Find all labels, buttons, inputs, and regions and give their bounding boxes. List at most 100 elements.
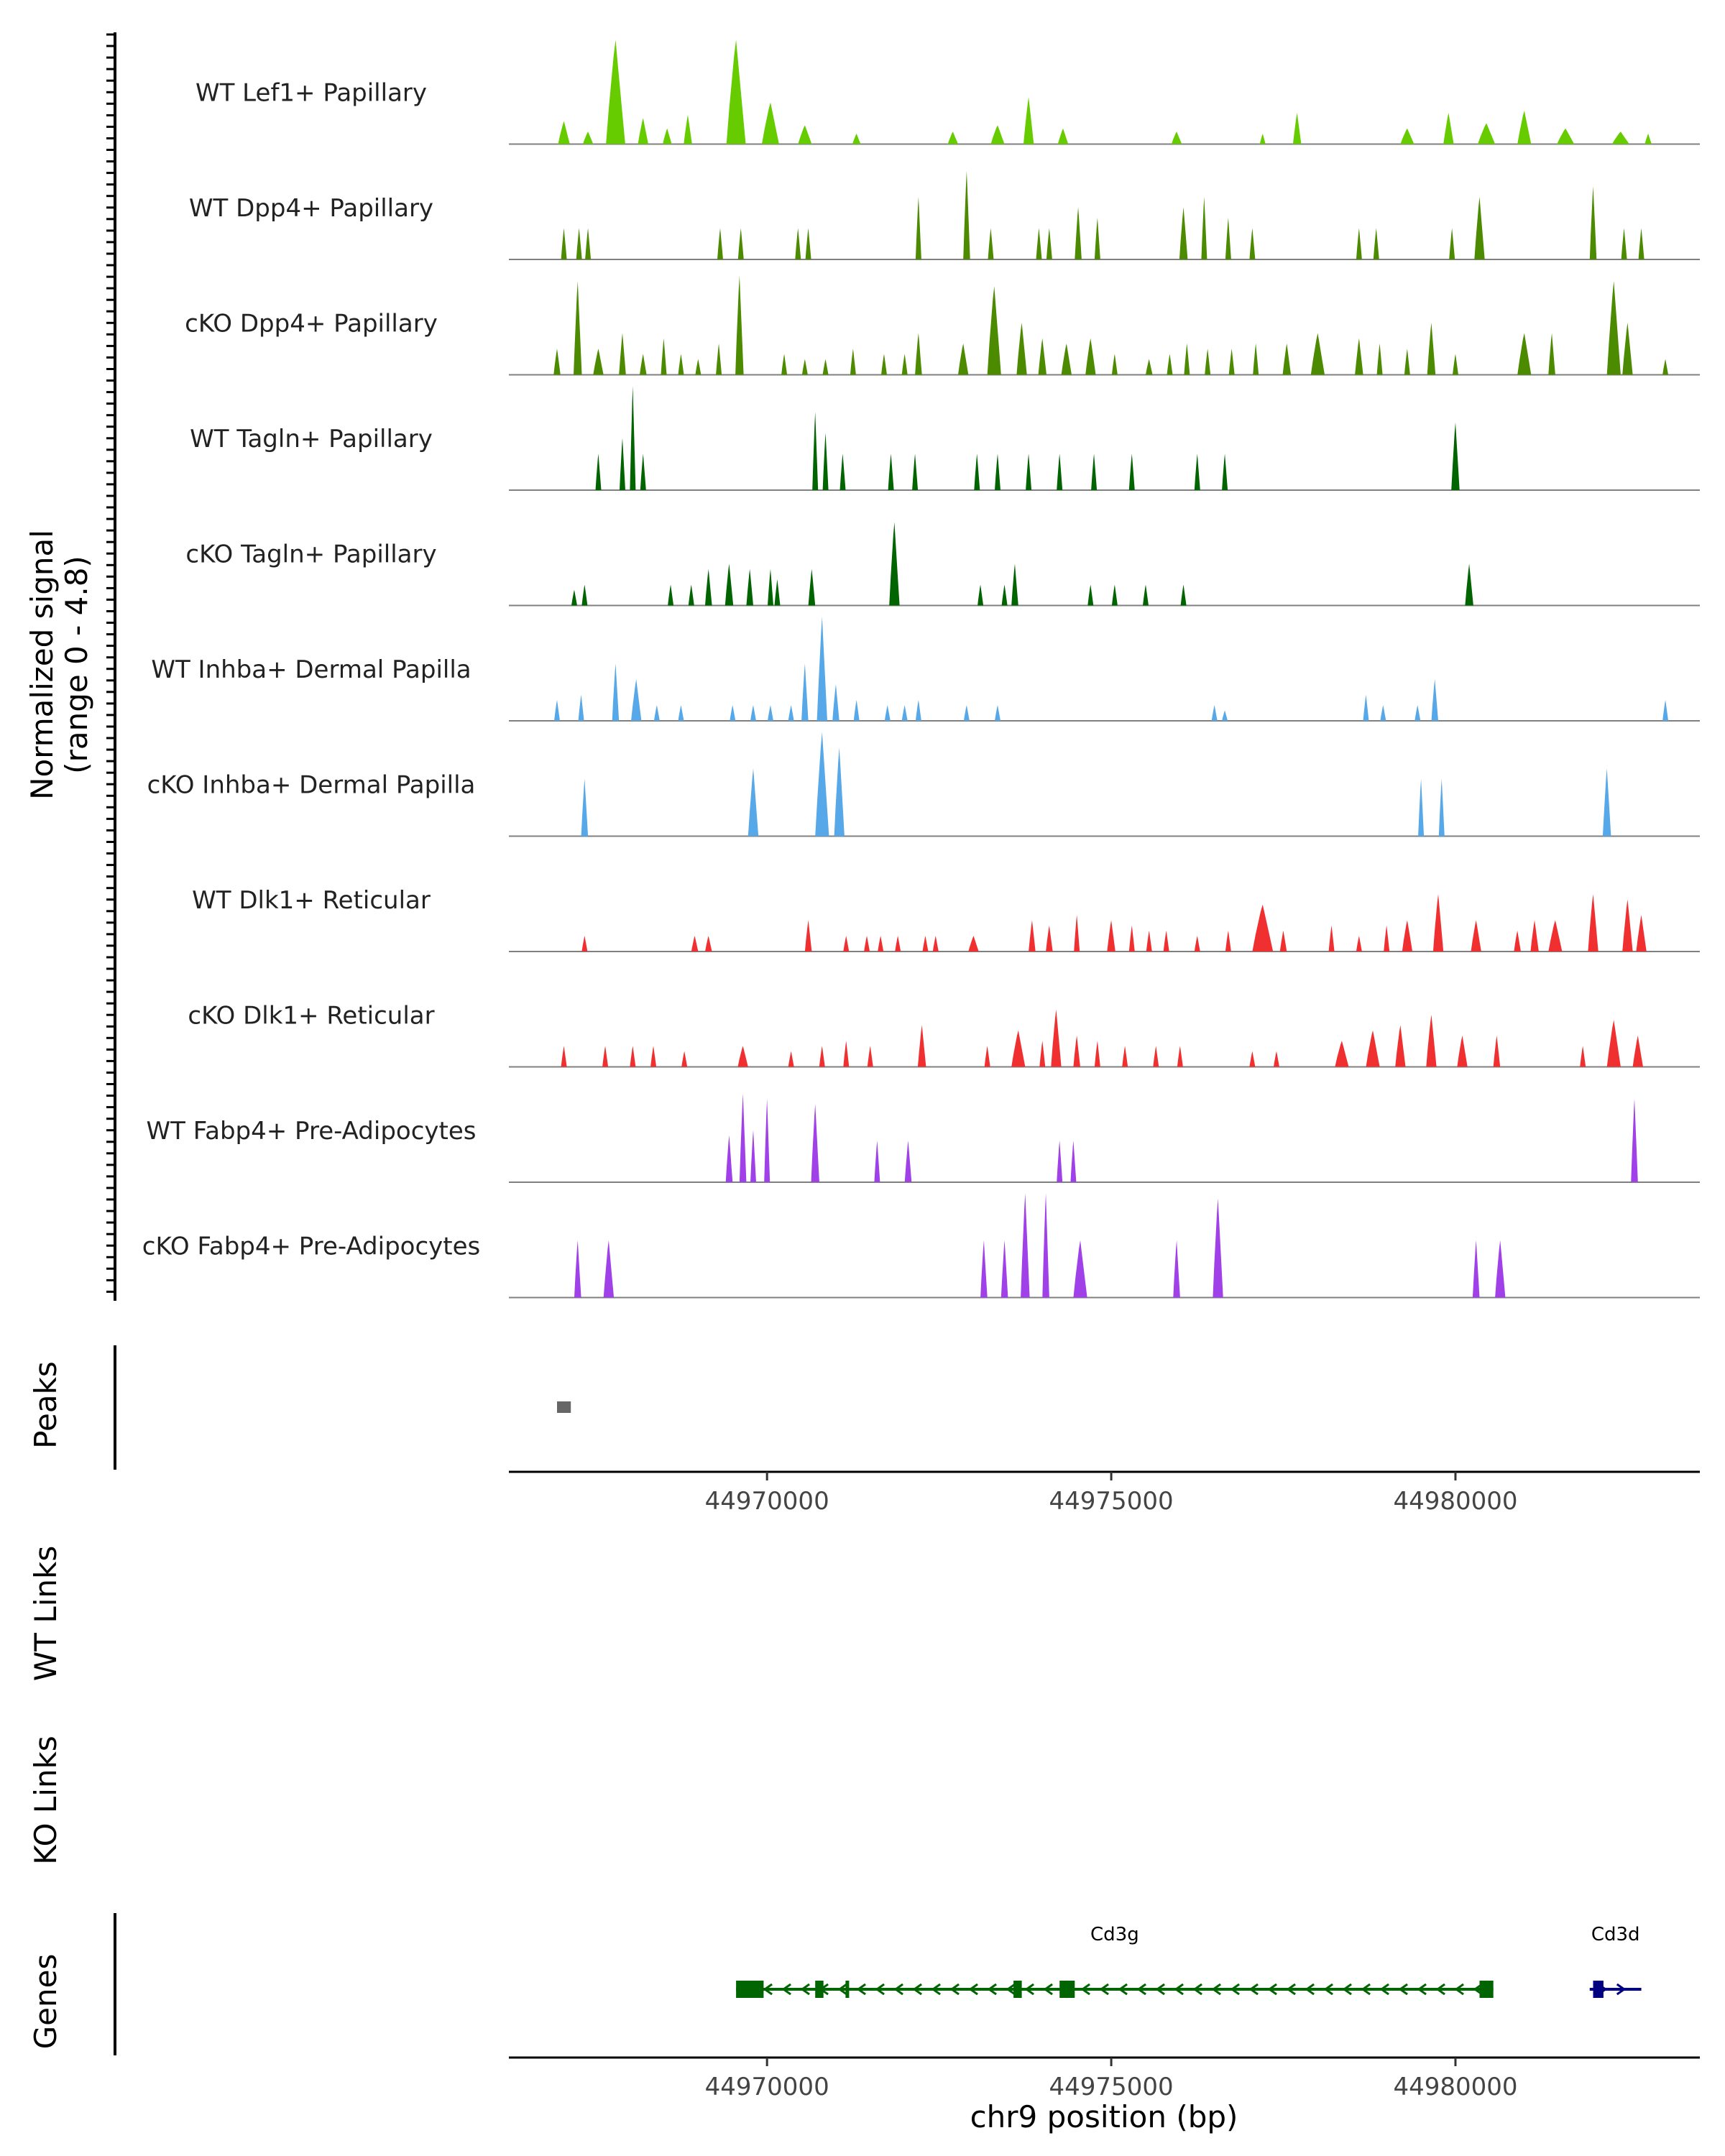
signal-peak bbox=[724, 563, 734, 606]
signal-peak bbox=[640, 453, 646, 490]
signal-peak bbox=[912, 453, 919, 490]
signal-peak bbox=[1173, 1240, 1180, 1298]
signal-peak bbox=[1228, 349, 1235, 375]
track-label: WT Tagln+ Papillary bbox=[190, 425, 433, 453]
signal-peak bbox=[1194, 453, 1200, 490]
strand-arrow bbox=[1417, 1983, 1427, 1996]
signal-peak bbox=[1438, 778, 1445, 837]
signal-peak bbox=[1036, 228, 1042, 259]
signal-peak bbox=[688, 584, 694, 606]
signal-peak bbox=[602, 1046, 609, 1067]
strand-arrow bbox=[1248, 1983, 1259, 1996]
signal-peak bbox=[915, 197, 921, 259]
signal-peak bbox=[1478, 123, 1496, 144]
signal-peak bbox=[1073, 1240, 1087, 1298]
signal-peak bbox=[1426, 1015, 1437, 1067]
signal-peak bbox=[620, 438, 625, 490]
signal-peak bbox=[1355, 338, 1363, 375]
x-axis-tick-label: 44970000 bbox=[705, 2073, 829, 2101]
genes-track: Cd3g Cd3d bbox=[736, 1924, 1642, 1998]
signal-peak bbox=[668, 584, 674, 606]
signal-peak bbox=[681, 1051, 688, 1067]
signal-peak bbox=[1225, 218, 1231, 259]
signal-peak bbox=[1167, 354, 1173, 375]
signal-peak bbox=[995, 453, 1000, 490]
signal-peak bbox=[812, 412, 819, 490]
signal-peak bbox=[1414, 705, 1421, 721]
signal-peak bbox=[554, 700, 560, 721]
track-label: cKO Dlk1+ Reticular bbox=[188, 1002, 434, 1031]
signal-peak bbox=[1000, 1240, 1008, 1298]
signal-peak bbox=[1153, 1046, 1159, 1067]
signal-peak bbox=[798, 125, 812, 144]
signal-peak bbox=[1431, 679, 1438, 721]
signal-peak bbox=[1472, 1240, 1480, 1298]
signal-peak bbox=[585, 228, 592, 259]
signal-tracks: WT Lef1+ Papillary WT Dpp4+ Papillary cKO … bbox=[142, 40, 1700, 1299]
signal-peak bbox=[1380, 705, 1386, 721]
strand-arrow bbox=[1398, 1983, 1408, 1996]
signal-peak bbox=[788, 1051, 794, 1067]
signal-peak bbox=[705, 936, 712, 952]
signal-peak bbox=[1514, 931, 1521, 952]
signal-peak bbox=[768, 568, 773, 606]
signal-peak bbox=[932, 936, 939, 952]
signal-peak bbox=[684, 114, 692, 144]
track-label: WT Fabp4+ Pre-Adipocytes bbox=[147, 1117, 477, 1146]
signal-peak bbox=[1662, 700, 1669, 721]
track-6: WT Inhba+ Dermal Papilla bbox=[151, 617, 1700, 722]
strand-arrow bbox=[1342, 1983, 1352, 1996]
signal-peak bbox=[574, 281, 582, 375]
exon bbox=[736, 1981, 764, 1998]
strand-arrow bbox=[912, 1983, 922, 1996]
signal-peak bbox=[1249, 1051, 1256, 1067]
signal-peak bbox=[1363, 694, 1369, 721]
signal-peak bbox=[901, 354, 908, 375]
strand-arrow bbox=[987, 1983, 997, 1996]
exon bbox=[1013, 1981, 1022, 1998]
x-axis-ticks-bottom: 44970000 44975000 44980000 bbox=[705, 2058, 1518, 2101]
signal-peak bbox=[832, 684, 840, 721]
signal-peak bbox=[881, 354, 887, 375]
signal-peak bbox=[1070, 1141, 1077, 1182]
y-axis-title-line1: Normalized signal bbox=[24, 530, 60, 800]
track-7: cKO Inhba+ Dermal Papilla bbox=[147, 732, 1700, 837]
signal-peak bbox=[725, 1135, 733, 1182]
track-label: cKO Dpp4+ Papillary bbox=[185, 310, 438, 338]
signal-peak bbox=[1087, 584, 1094, 606]
signal-peak bbox=[678, 705, 684, 721]
signal-peak bbox=[819, 1046, 825, 1067]
signal-peak bbox=[1057, 453, 1063, 490]
signal-peak bbox=[1074, 915, 1080, 952]
signal-peak bbox=[1122, 1046, 1128, 1067]
signal-peak bbox=[947, 132, 958, 144]
strand-arrow bbox=[1230, 1983, 1240, 1996]
track-label: WT Inhba+ Dermal Papilla bbox=[151, 655, 471, 684]
signal-peak bbox=[795, 228, 801, 259]
y-axis-title-line2: (range 0 - 4.8) bbox=[59, 556, 94, 774]
signal-peak bbox=[1249, 228, 1256, 259]
signal-peak bbox=[1457, 1036, 1468, 1067]
signal-peak bbox=[661, 338, 667, 375]
signal-peak bbox=[1279, 931, 1287, 952]
signal-peak bbox=[781, 354, 788, 375]
signal-peak bbox=[815, 732, 829, 837]
signal-peak bbox=[1548, 920, 1563, 952]
strand-arrow bbox=[800, 1983, 810, 1996]
signal-peak bbox=[1632, 1036, 1643, 1067]
strand-arrow bbox=[1006, 1983, 1016, 1996]
signal-peak bbox=[583, 132, 594, 144]
signal-peak bbox=[822, 433, 829, 490]
signal-peak bbox=[1024, 97, 1034, 144]
signal-peak bbox=[1589, 186, 1597, 259]
signal-peak bbox=[1432, 894, 1444, 952]
strand-arrow bbox=[1286, 1983, 1296, 1996]
signal-peak bbox=[1073, 1036, 1080, 1067]
signal-peak bbox=[630, 386, 636, 490]
signal-peak bbox=[878, 936, 884, 952]
strand-arrow bbox=[1155, 1983, 1165, 1996]
signal-peak bbox=[1530, 920, 1539, 952]
signal-peak bbox=[895, 936, 901, 952]
signal-peak bbox=[561, 1046, 567, 1067]
signal-peak bbox=[804, 920, 812, 952]
